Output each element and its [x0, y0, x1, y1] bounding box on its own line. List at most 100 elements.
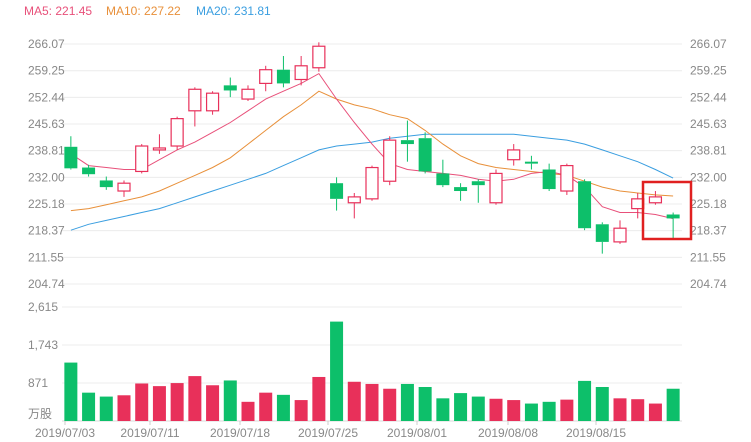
price-tick-label-right: 225.18	[690, 197, 727, 211]
volume-bar	[188, 376, 202, 421]
volume-bar	[294, 400, 308, 421]
candle-body	[383, 139, 397, 182]
price-tick-label-left: 232.00	[28, 170, 65, 184]
volume-bar	[400, 383, 414, 421]
price-tick-label-right: 232.00	[690, 170, 727, 184]
price-tick-label-left: 218.37	[28, 224, 65, 238]
candle	[524, 155, 538, 170]
volume-bar	[330, 321, 344, 421]
volume-bar	[64, 362, 78, 421]
price-tick-label-left: 252.44	[28, 90, 65, 104]
volume-bar	[560, 399, 574, 421]
candlestick-series	[64, 42, 680, 254]
price-tick-label-right: 245.63	[690, 117, 727, 131]
price-tick-label-left: 211.55	[28, 250, 64, 264]
date-tick-label: 2019/07/03	[35, 426, 95, 440]
candle-body	[436, 173, 450, 186]
candle-body	[454, 187, 468, 192]
volume-bar	[241, 401, 255, 421]
candle-body	[152, 147, 167, 151]
volume-bar	[259, 392, 273, 421]
candle-body	[418, 138, 432, 172]
candle-body	[223, 85, 237, 91]
candle	[152, 134, 167, 154]
date-tick-label: 2019/07/11	[120, 426, 179, 440]
date-tick-label: 2019/08/15	[566, 426, 626, 440]
price-axis-left: 266.07 259.25 252.44 245.63 238.81 232.00 225.…	[28, 37, 65, 291]
candle	[135, 144, 149, 174]
volume-bar	[507, 400, 521, 421]
candle	[542, 163, 556, 192]
candle	[471, 179, 485, 203]
volume-bar	[276, 394, 290, 421]
candle-body	[99, 180, 113, 188]
volume-bar	[383, 388, 397, 421]
candle	[648, 191, 663, 205]
volume-bar	[666, 388, 680, 421]
ma10-legend-label: MA10: 227.22	[106, 4, 181, 18]
volume-bar	[347, 381, 361, 421]
volume-bar	[135, 383, 149, 421]
ma-legend: MA5: 221.45 MA10: 227.22 MA20: 231.81	[24, 4, 271, 18]
candle	[489, 169, 503, 205]
candle-body	[259, 69, 273, 85]
candle	[400, 120, 414, 162]
candle	[64, 136, 78, 170]
ma20-legend-label: MA20: 231.81	[196, 4, 271, 18]
candle-body	[524, 161, 538, 164]
date-tick-label: 2019/08/08	[478, 426, 538, 440]
highlight-box	[641, 180, 693, 241]
candle	[223, 77, 237, 98]
volume-bar	[595, 386, 609, 421]
candle-body	[347, 196, 361, 204]
candle	[241, 85, 255, 102]
candle	[188, 87, 202, 127]
price-tick-label-right: 266.07	[690, 37, 727, 51]
candle-body	[205, 92, 220, 112]
volume-bar	[613, 398, 627, 421]
price-tick-label-right: 252.44	[690, 90, 727, 104]
candle-body	[613, 227, 627, 243]
candle-body	[365, 166, 379, 200]
price-tick-label-right: 211.55	[690, 250, 726, 264]
candle-body	[400, 140, 414, 145]
price-tick-label-left: 245.63	[28, 117, 65, 131]
price-tick-label-left: 259.25	[28, 64, 65, 78]
candle	[117, 180, 131, 197]
volume-bar	[152, 386, 166, 421]
volume-bar	[631, 399, 645, 421]
candle-body	[117, 182, 131, 192]
candle-body	[595, 224, 609, 242]
candle-body	[489, 172, 503, 204]
candle	[276, 56, 290, 88]
candle	[454, 183, 468, 201]
candle-body	[64, 146, 78, 169]
candle-body	[471, 181, 485, 186]
candle	[330, 177, 344, 211]
volume-tick-label: 2,615	[28, 300, 58, 314]
candle-body	[135, 145, 149, 173]
volume-bar	[454, 393, 468, 421]
candle-body	[560, 164, 574, 192]
candle	[259, 65, 273, 92]
volume-bar	[542, 401, 556, 421]
candle-body	[507, 149, 521, 161]
volume-bar	[365, 383, 379, 421]
date-tick-label: 2019/08/01	[387, 426, 447, 440]
volume-axis: 万股 2,615 1,743 871	[28, 300, 58, 421]
candle-body	[666, 214, 680, 219]
candle	[170, 116, 184, 150]
price-tick-label-right: 259.25	[690, 64, 727, 78]
candle	[418, 132, 432, 174]
volume-bar	[170, 383, 184, 421]
date-tick-label: 2019/07/25	[298, 426, 358, 440]
candle	[560, 163, 574, 195]
candle	[383, 136, 397, 186]
candle	[436, 159, 450, 188]
candle-body	[330, 183, 344, 199]
candle-body	[312, 45, 326, 69]
volume-bar	[436, 398, 450, 421]
price-tick-label-right: 218.37	[690, 224, 727, 238]
candle-body	[648, 196, 663, 204]
